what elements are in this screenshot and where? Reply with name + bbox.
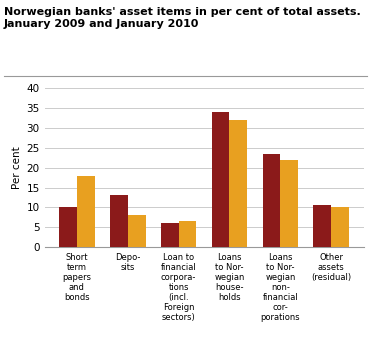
Bar: [313, 205, 331, 247]
Bar: [263, 154, 280, 247]
Bar: [212, 112, 230, 247]
Y-axis label: Per cent: Per cent: [12, 146, 22, 189]
Bar: [110, 196, 128, 247]
Bar: [59, 207, 77, 247]
Bar: [128, 215, 145, 247]
Bar: [331, 207, 349, 247]
Text: Norwegian banks' asset items in per cent of total assets.
January 2009 and Janua: Norwegian banks' asset items in per cent…: [4, 7, 361, 29]
Bar: [230, 120, 247, 247]
Bar: [178, 221, 196, 247]
Bar: [77, 175, 95, 247]
Bar: [280, 160, 298, 247]
Bar: [161, 223, 178, 247]
